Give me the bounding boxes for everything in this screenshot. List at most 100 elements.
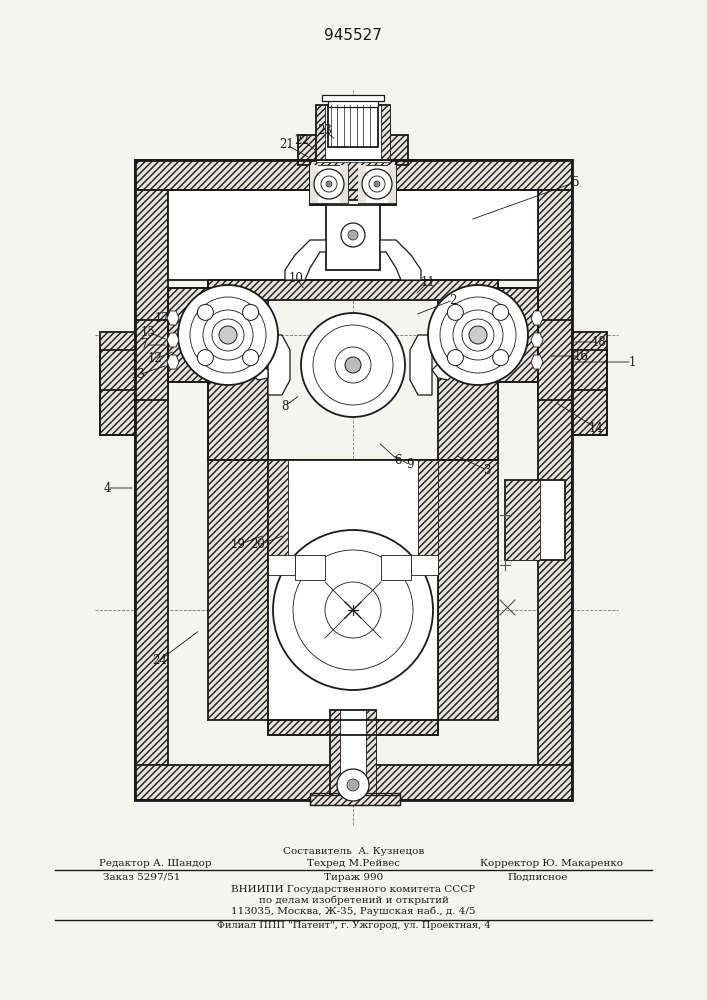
Circle shape xyxy=(335,347,371,383)
Polygon shape xyxy=(167,355,179,369)
Text: 18: 18 xyxy=(592,336,607,349)
Polygon shape xyxy=(135,320,168,400)
Polygon shape xyxy=(438,460,498,720)
Text: 16: 16 xyxy=(573,350,588,362)
Text: 3: 3 xyxy=(484,464,491,477)
Polygon shape xyxy=(538,180,572,800)
Circle shape xyxy=(448,304,463,320)
Polygon shape xyxy=(572,332,607,390)
Polygon shape xyxy=(298,135,408,165)
Bar xyxy=(208,280,498,460)
Polygon shape xyxy=(316,105,325,160)
Bar xyxy=(135,160,572,800)
Bar xyxy=(268,460,438,720)
Circle shape xyxy=(197,350,214,366)
Text: 4: 4 xyxy=(103,482,111,494)
Circle shape xyxy=(197,304,214,320)
Bar xyxy=(135,160,572,190)
Bar xyxy=(168,190,538,280)
Polygon shape xyxy=(358,165,366,203)
Polygon shape xyxy=(268,720,438,735)
Circle shape xyxy=(325,582,381,638)
Polygon shape xyxy=(388,165,396,203)
Polygon shape xyxy=(438,280,498,460)
Polygon shape xyxy=(268,460,288,570)
Text: Техред М.Рейвес: Техред М.Рейвес xyxy=(307,859,400,868)
Polygon shape xyxy=(418,460,438,570)
Bar xyxy=(330,710,376,800)
Circle shape xyxy=(301,313,405,417)
Text: 7: 7 xyxy=(141,338,148,352)
Circle shape xyxy=(493,304,508,320)
Polygon shape xyxy=(316,160,390,162)
Circle shape xyxy=(212,319,244,351)
Polygon shape xyxy=(167,333,179,347)
Text: 1: 1 xyxy=(629,356,636,368)
Polygon shape xyxy=(330,710,340,800)
Polygon shape xyxy=(167,311,179,325)
Bar xyxy=(328,99,378,107)
Polygon shape xyxy=(326,200,380,270)
Circle shape xyxy=(440,297,516,373)
Bar xyxy=(328,105,378,147)
Text: 945527: 945527 xyxy=(324,27,382,42)
Circle shape xyxy=(313,325,393,405)
Polygon shape xyxy=(432,330,488,380)
Polygon shape xyxy=(135,765,572,800)
Text: 10: 10 xyxy=(288,271,303,284)
Text: 15: 15 xyxy=(141,326,156,338)
Text: Подписное: Подписное xyxy=(507,872,568,882)
Polygon shape xyxy=(531,311,543,325)
Bar xyxy=(310,793,400,805)
Text: 8: 8 xyxy=(281,399,288,412)
Circle shape xyxy=(337,769,369,801)
Circle shape xyxy=(448,350,463,366)
Circle shape xyxy=(326,181,332,187)
Polygon shape xyxy=(310,165,318,203)
Polygon shape xyxy=(168,190,538,240)
Polygon shape xyxy=(498,288,538,382)
Polygon shape xyxy=(505,480,540,560)
Polygon shape xyxy=(135,180,168,800)
Text: 22: 22 xyxy=(295,133,310,146)
Circle shape xyxy=(293,550,413,670)
Bar xyxy=(310,165,348,203)
Bar xyxy=(381,555,411,580)
Polygon shape xyxy=(340,165,348,203)
Text: 11: 11 xyxy=(421,275,436,288)
Polygon shape xyxy=(268,555,295,575)
Polygon shape xyxy=(572,350,607,435)
Circle shape xyxy=(369,176,385,192)
Text: Филиал ППП "Патент", г. Ужгород, ул. Проектная, 4: Филиал ППП "Патент", г. Ужгород, ул. Про… xyxy=(216,922,491,930)
Text: 6: 6 xyxy=(395,454,402,466)
Text: 13: 13 xyxy=(131,368,146,381)
Polygon shape xyxy=(208,460,268,720)
Polygon shape xyxy=(208,280,498,300)
Bar xyxy=(310,160,396,205)
Polygon shape xyxy=(135,160,572,190)
Circle shape xyxy=(348,230,358,240)
Text: 5: 5 xyxy=(572,176,580,188)
Polygon shape xyxy=(381,105,390,160)
Bar xyxy=(268,720,438,735)
Bar xyxy=(322,95,384,101)
Text: 113035, Москва, Ж-35, Раушская наб., д. 4/5: 113035, Москва, Ж-35, Раушская наб., д. … xyxy=(231,906,476,916)
Polygon shape xyxy=(380,240,421,280)
Text: Корректор Ю. Макаренко: Корректор Ю. Макаренко xyxy=(480,859,623,868)
Bar xyxy=(100,350,135,435)
Text: Заказ 5297/51: Заказ 5297/51 xyxy=(103,872,180,882)
Polygon shape xyxy=(310,160,396,205)
Circle shape xyxy=(469,326,487,344)
Circle shape xyxy=(462,319,494,351)
Polygon shape xyxy=(531,333,543,347)
Circle shape xyxy=(341,223,365,247)
Circle shape xyxy=(219,326,237,344)
Circle shape xyxy=(428,285,528,385)
Circle shape xyxy=(243,350,259,366)
Text: по делам изобретений и открытий: по делам изобретений и открытий xyxy=(259,895,448,905)
Text: Составитель  А. Кузнецов: Составитель А. Кузнецов xyxy=(283,848,424,856)
Bar xyxy=(478,288,538,382)
Text: 20: 20 xyxy=(250,538,265,552)
Circle shape xyxy=(347,779,359,791)
Circle shape xyxy=(190,297,266,373)
